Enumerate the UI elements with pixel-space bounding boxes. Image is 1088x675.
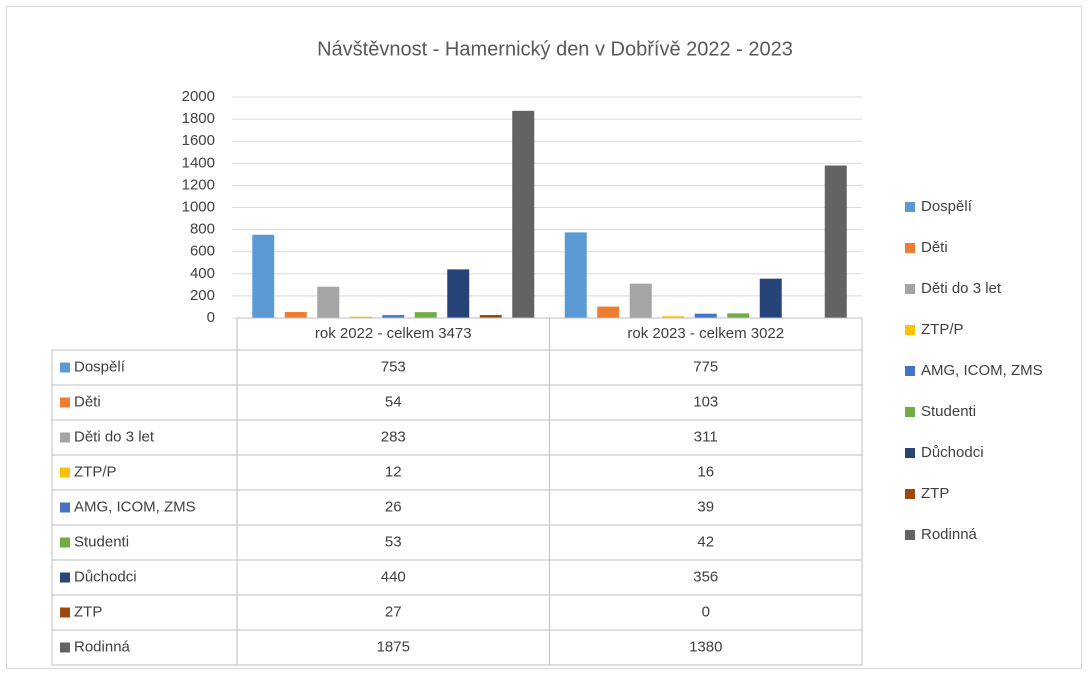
bar [284,312,307,318]
table-series-name: Dospělí [74,358,126,375]
legend-label: Studenti [921,403,976,420]
table-legend-key [60,397,70,408]
y-tick-label: 1600 [182,132,215,149]
y-tick-label: 600 [190,243,215,260]
y-tick-label: 0 [207,309,215,326]
bar [629,283,652,318]
bar [447,269,470,318]
legend-label: Děti [921,239,948,256]
legend-label: AMG, ICOM, ZMS [921,362,1043,379]
table-series-name: Studenti [74,533,129,550]
table-legend-key [60,572,70,583]
table-legend-key [60,537,70,548]
bar [382,315,405,318]
table-value: 103 [693,393,718,410]
bar [414,312,437,318]
legend-key [905,284,915,294]
bar [349,316,372,318]
y-tick-label: 1000 [182,198,215,215]
bar [597,306,620,318]
table-legend-key [60,467,70,478]
table-value: 775 [693,358,718,375]
legend-label: Rodinná [921,526,978,543]
legend-label: Dospělí [921,198,973,215]
table-series-name: ZTP [74,603,102,620]
table-series-name: Děti do 3 let [74,428,155,445]
legend-key [905,366,915,376]
table-series-name: Rodinná [74,638,131,655]
table-value: 12 [385,463,402,480]
y-tick-label: 400 [190,265,215,282]
table-value: 0 [702,603,710,620]
bar [824,165,847,318]
table-legend-key [60,502,70,513]
legend-key [905,243,915,253]
legend-label: Děti do 3 let [921,280,1002,297]
table-legend-key [60,642,70,653]
x-tick-label: rok 2023 - celkem 3022 [627,325,784,342]
table-value: 440 [381,568,406,585]
legend-key [905,530,915,540]
bar [694,313,717,318]
y-tick-label: 1200 [182,176,215,193]
y-tick-label: 1800 [182,110,215,127]
y-tick-label: 200 [190,287,215,304]
chart-title: Návštěvnost - Hamernický den v Dobřívě 2… [317,38,793,60]
table-legend-key [60,432,70,443]
legend-key [905,448,915,458]
bar [479,315,502,318]
table-value: 356 [693,568,718,585]
table-series-name: Důchodci [74,568,137,585]
table-value: 54 [385,393,402,410]
table-legend-key [60,607,70,618]
table-series-name: ZTP/P [74,463,117,480]
y-tick-label: 1400 [182,154,215,171]
legend-key [905,325,915,335]
table-value: 26 [385,498,402,515]
table-value: 311 [694,428,718,445]
table-value: 53 [385,533,402,550]
bar [759,278,782,318]
table-value: 753 [381,358,406,375]
bar [317,286,340,318]
bar [512,110,535,318]
legend-label: ZTP/P [921,321,964,338]
table-value: 39 [697,498,714,515]
chart-border [6,6,1082,669]
table-value: 27 [385,603,402,620]
y-tick-label: 800 [190,221,215,238]
table-value: 1875 [377,638,410,655]
legend-key [905,407,915,417]
bar [662,316,685,318]
table-value: 283 [381,428,406,445]
table-value: 1380 [689,638,722,655]
legend-key [905,202,915,212]
legend-key [905,489,915,499]
table-value: 16 [697,463,714,480]
legend-label: ZTP [921,485,949,502]
table-value: 42 [697,533,714,550]
y-tick-label: 2000 [182,88,215,105]
bar [727,313,750,318]
legend-label: Důchodci [921,444,984,461]
table-series-name: AMG, ICOM, ZMS [74,498,196,515]
bar [564,232,587,318]
table-legend-key [60,362,70,373]
table-series-name: Děti [74,393,101,410]
x-tick-label: rok 2022 - celkem 3473 [315,325,472,342]
bar [252,234,275,318]
